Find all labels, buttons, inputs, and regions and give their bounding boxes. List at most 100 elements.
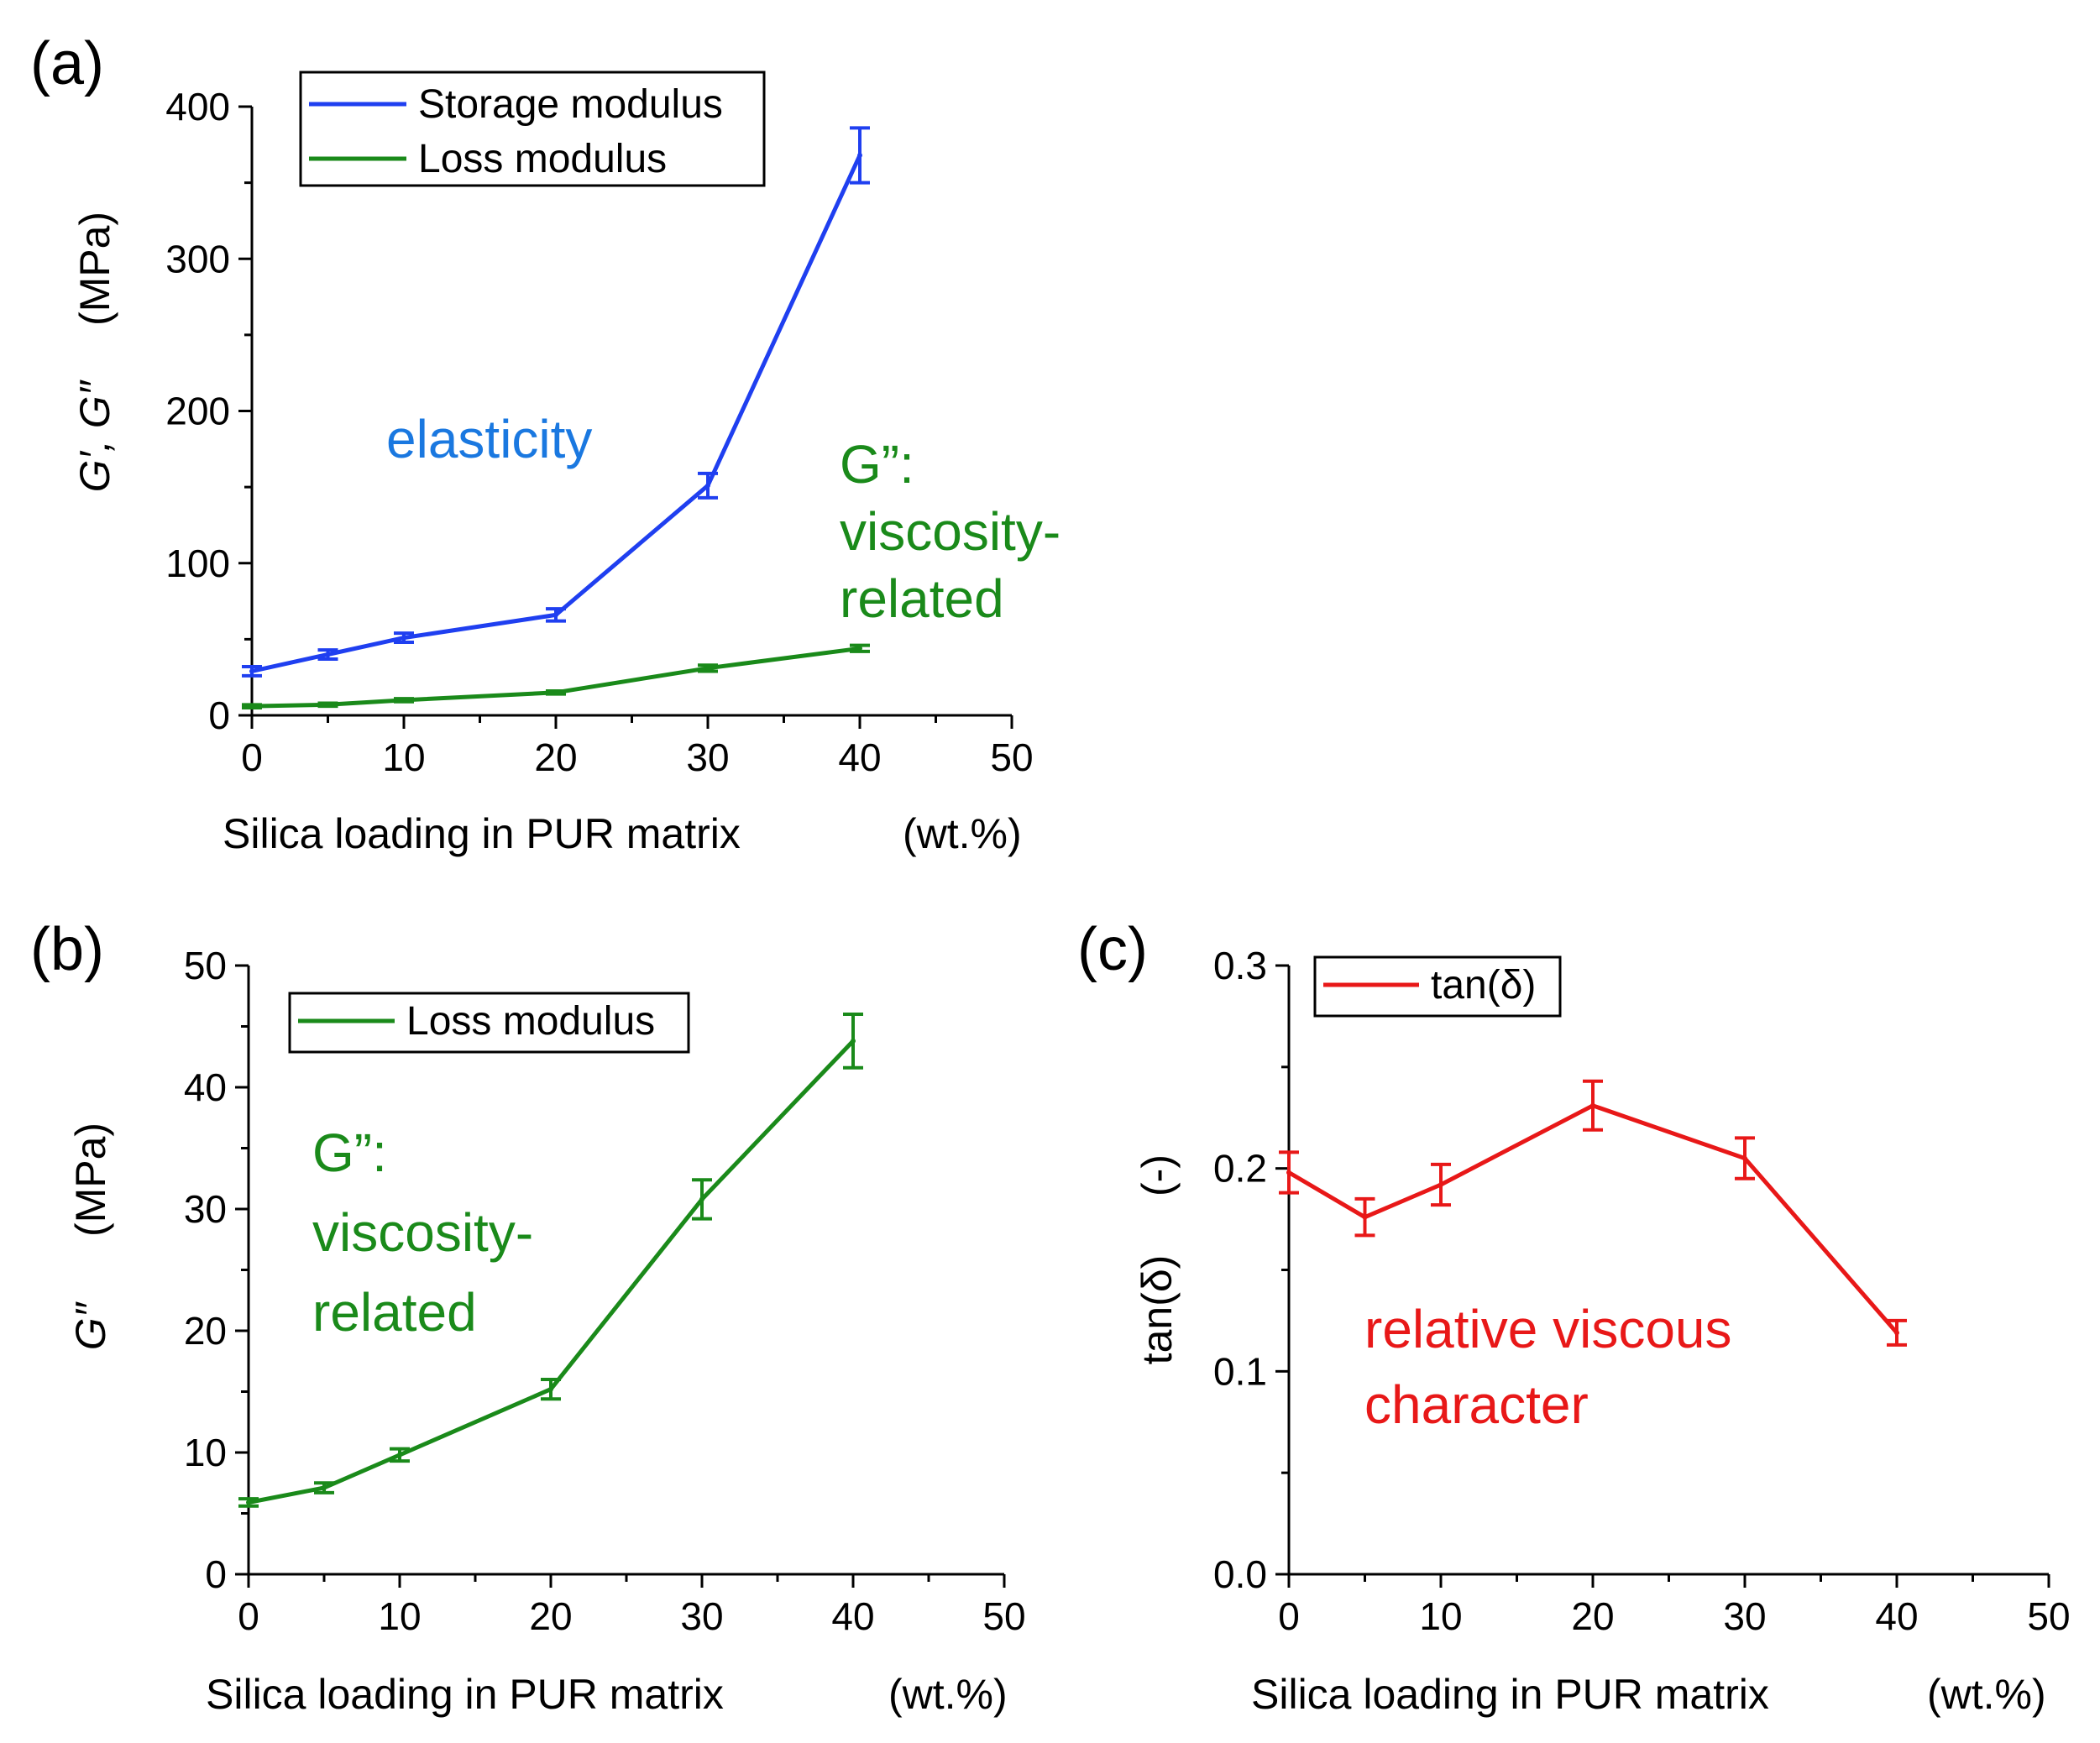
data-point-a-1 <box>249 704 254 709</box>
annotation-elasticity: elasticity <box>386 409 592 469</box>
data-point-c-0 <box>1362 1214 1368 1220</box>
y-tick-label-a: 200 <box>165 390 230 433</box>
legend-c: tan(δ) <box>1313 955 1562 1018</box>
data-point-b-0 <box>548 1386 553 1392</box>
y-tick-label-c: 0.3 <box>1213 944 1267 987</box>
legend-box-a <box>299 71 766 187</box>
axes-b <box>247 966 1004 1576</box>
x-tick-label-b: 40 <box>831 1594 874 1638</box>
ticks-c: 0 10 20 30 40 50 0.0 0.1 0.2 0.3 <box>1213 944 2071 1638</box>
x-tick-label-b: 30 <box>680 1594 723 1638</box>
data-point-c-0 <box>1286 1170 1291 1175</box>
data-point-b-0 <box>397 1452 402 1458</box>
y-tick-label-a: 300 <box>165 237 230 280</box>
x-tick-label-a: 30 <box>686 735 729 779</box>
data-point-a-1 <box>705 665 710 671</box>
data-point-a-0 <box>401 635 406 641</box>
y-axis-unit-a: (MPa) <box>71 212 118 326</box>
x-tick-label-b: 20 <box>529 1594 572 1638</box>
panel-a: (a) 0 10 20 30 40 50 0 100 200 300 400 Silica load… <box>30 30 1060 857</box>
y-axis-title-c: tan(δ) <box>1134 1255 1181 1365</box>
y-tick-label-b: 40 <box>184 1065 227 1109</box>
data-point-b-0 <box>246 1500 251 1505</box>
data-point-a-0 <box>325 652 331 657</box>
y-tick-label-c: 0.1 <box>1213 1349 1267 1393</box>
x-axis-title-b: Silica loading in PUR matrix <box>206 1671 724 1718</box>
panel-label-a: (a) <box>30 30 104 97</box>
y-tick-label-b: 30 <box>184 1187 227 1231</box>
series-b <box>238 1013 863 1508</box>
data-point-a-1 <box>325 702 331 708</box>
annotation-gpp-b-line2: viscosity- <box>312 1202 533 1263</box>
annotation-gpp-b-line3: related <box>312 1282 477 1343</box>
y-tick-label-b: 20 <box>184 1309 227 1353</box>
x-axis-unit-a: (wt.%) <box>903 810 1022 857</box>
annotation-relative-viscous-line2: character <box>1364 1374 1589 1435</box>
legend-label-storage-a: Storage modulus <box>418 82 723 127</box>
y-tick-label-b: 50 <box>184 944 227 987</box>
x-tick-label-c: 0 <box>1278 1594 1300 1638</box>
panel-label-c: (c) <box>1077 916 1148 983</box>
data-point-b-0 <box>699 1196 704 1202</box>
y-axis-title-a: G′, G″ <box>71 379 118 492</box>
data-point-c-0 <box>1438 1182 1443 1187</box>
x-tick-label-c: 40 <box>1875 1594 1918 1638</box>
y-axis-unit-c: (-) <box>1134 1154 1181 1196</box>
panel-c: (c) 0 10 20 30 40 50 0.0 0.1 0.2 0.3 Silica loadi… <box>1077 916 2071 1718</box>
x-tick-label-b: 50 <box>982 1594 1025 1638</box>
annotation-relative-viscous-line1: relative viscous <box>1364 1299 1732 1359</box>
annotation-gpp-a-line2: viscosity- <box>840 501 1060 562</box>
y-tick-label-b: 0 <box>205 1552 227 1596</box>
y-tick-label-a: 400 <box>165 85 230 128</box>
data-point-b-0 <box>851 1038 856 1044</box>
series-line-c-0 <box>1287 1103 1898 1335</box>
annotation-gpp-a-line1: G”: <box>840 434 914 495</box>
x-tick-label-c: 30 <box>1723 1594 1766 1638</box>
x-tick-label-a: 50 <box>990 735 1033 779</box>
data-point-a-1 <box>401 697 406 703</box>
series-line-b-0 <box>248 1039 855 1505</box>
axes-c <box>1287 966 2049 1576</box>
panel-label-b: (b) <box>30 916 104 983</box>
data-point-c-0 <box>1590 1102 1595 1108</box>
x-tick-label-c: 10 <box>1419 1594 1462 1638</box>
y-tick-label-c: 0.0 <box>1213 1552 1267 1596</box>
y-tick-label-a: 100 <box>165 542 230 585</box>
data-point-b-0 <box>322 1485 327 1491</box>
data-point-c-0 <box>1894 1330 1899 1336</box>
annotation-gpp-b-line1: G”: <box>312 1123 387 1183</box>
series-line-a-0 <box>251 154 862 673</box>
annotation-gpp-a-line3: related <box>840 568 1004 629</box>
panel-b: (b) 0 10 20 30 40 50 0 10 20 30 40 50 Silica loadin… <box>30 916 1026 1718</box>
data-point-c-0 <box>1742 1155 1747 1161</box>
x-tick-label-c: 20 <box>1571 1594 1614 1638</box>
x-tick-label-a: 10 <box>382 735 425 779</box>
data-point-a-0 <box>857 153 862 158</box>
series-c <box>1279 1079 1907 1347</box>
y-tick-label-a: 0 <box>208 694 230 737</box>
x-tick-label-b: 0 <box>238 1594 259 1638</box>
x-axis-unit-b: (wt.%) <box>888 1671 1008 1718</box>
x-axis-title-c: Silica loading in PUR matrix <box>1251 1671 1769 1718</box>
legend-a: Storage modulus Loss modulus <box>299 71 766 187</box>
legend-label-loss-a: Loss modulus <box>418 137 667 181</box>
legend-b: Loss modulus <box>288 992 690 1054</box>
x-tick-label-a: 40 <box>838 735 881 779</box>
data-point-a-1 <box>857 646 862 652</box>
y-tick-label-b: 10 <box>184 1431 227 1474</box>
data-point-a-0 <box>705 483 710 489</box>
series-a <box>242 126 870 709</box>
legend-label-loss-b: Loss modulus <box>406 999 655 1044</box>
data-point-a-1 <box>553 689 558 695</box>
y-axis-unit-b: (MPa) <box>67 1123 114 1237</box>
data-point-a-0 <box>553 612 558 618</box>
ticks-b: 0 10 20 30 40 50 0 10 20 30 40 50 <box>184 944 1026 1638</box>
data-point-a-0 <box>249 668 254 674</box>
x-tick-label-a: 20 <box>534 735 577 779</box>
x-tick-label-a: 0 <box>241 735 263 779</box>
x-tick-label-b: 10 <box>378 1594 421 1638</box>
x-axis-title-a: Silica loading in PUR matrix <box>223 810 741 857</box>
y-tick-label-c: 0.2 <box>1213 1147 1267 1191</box>
ticks-a: 0 10 20 30 40 50 0 100 200 300 400 <box>165 85 1033 779</box>
